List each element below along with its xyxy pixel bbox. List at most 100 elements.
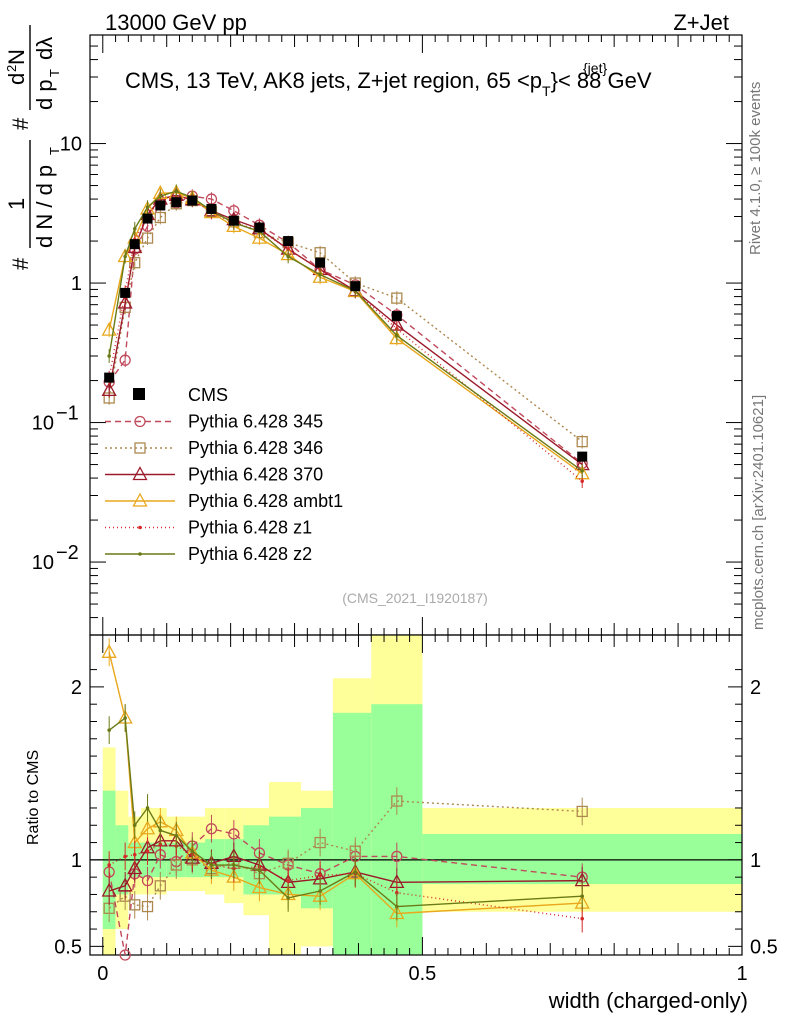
y-label-d2N-sup: 2 bbox=[4, 65, 19, 72]
ratio-panel: 0 0.5 10.5 0.51 12 2 bbox=[54, 634, 778, 985]
ratio-point bbox=[395, 904, 399, 909]
ratio-point bbox=[132, 852, 137, 857]
y-tick-label: 10 bbox=[32, 552, 54, 574]
data-point bbox=[174, 189, 179, 194]
legend-label: Pythia 6.428 345 bbox=[188, 412, 323, 432]
ratio-point bbox=[318, 889, 322, 893]
ratio-point bbox=[353, 870, 358, 874]
mcplots-label: mcplots.cern.ch [arXiv:2401.10621] bbox=[750, 395, 767, 630]
ratio-axis-label: Ratio to CMS bbox=[25, 750, 42, 845]
series-0 bbox=[103, 189, 588, 471]
y-label-hash-1: # bbox=[8, 257, 33, 270]
title-prefix: CMS, 13 TeV, AK8 jets, Z+jet region, 65 … bbox=[125, 68, 542, 93]
ratio-point bbox=[314, 836, 326, 849]
ratio-point bbox=[141, 874, 154, 887]
plot-title: CMS, 13 TeV, AK8 jets, Z+jet region, 65 … bbox=[125, 68, 652, 99]
data-point bbox=[251, 229, 267, 244]
ratio-point bbox=[154, 880, 166, 892]
legend-cms-marker bbox=[133, 388, 145, 400]
title-suffix: }< 88 GeV bbox=[551, 68, 652, 93]
series-line bbox=[108, 191, 583, 475]
data-point bbox=[154, 211, 166, 224]
ratio-point bbox=[228, 828, 240, 840]
ratio-y-tick-label: 0.5 bbox=[54, 936, 82, 958]
ratio-point bbox=[232, 863, 236, 867]
ratio-point bbox=[286, 878, 290, 883]
y-label-frac-den: d N / d p bbox=[32, 165, 57, 248]
ratio-point bbox=[119, 949, 131, 961]
legend-marker bbox=[132, 492, 148, 507]
series-line bbox=[108, 190, 583, 472]
cms-point bbox=[120, 287, 131, 298]
series-line bbox=[108, 199, 583, 443]
rivet-label: Rivet 4.1.0, ≥ 100k events bbox=[747, 82, 764, 255]
data-point bbox=[158, 194, 163, 198]
ratio-line bbox=[108, 843, 583, 920]
series-5 bbox=[107, 184, 584, 478]
ratio-point bbox=[127, 860, 143, 875]
y-label-d2N: d bbox=[4, 73, 29, 85]
data-point bbox=[141, 232, 154, 244]
legend-label: Pythia 6.428 z2 bbox=[188, 544, 312, 564]
legend-marker bbox=[138, 552, 142, 556]
ratio-point bbox=[257, 868, 262, 873]
ratio-point bbox=[580, 894, 584, 898]
x-axis-label: width (charged-only) bbox=[548, 988, 748, 1013]
data-point bbox=[286, 254, 290, 259]
band-green bbox=[268, 816, 301, 895]
ratio-point bbox=[117, 877, 133, 892]
y-tick-exp: −2 bbox=[56, 542, 79, 564]
ratio-point bbox=[141, 900, 154, 913]
ratio-point bbox=[576, 805, 588, 818]
y-axis-label-top: # 1 d N / d p T # d 2 N d p T dλ bbox=[4, 25, 62, 270]
y-tick-label: 10 bbox=[60, 134, 82, 156]
ratio-point bbox=[391, 850, 403, 863]
cms-point bbox=[187, 195, 198, 206]
data-point bbox=[119, 354, 131, 366]
legend-marker bbox=[134, 415, 146, 428]
ratio-point bbox=[107, 728, 111, 732]
y-label-hash-2: # bbox=[8, 117, 33, 130]
y-label-frac2-den-sub: T bbox=[47, 69, 62, 77]
cms-data bbox=[104, 195, 588, 462]
cms-point bbox=[315, 257, 326, 268]
band-green bbox=[332, 712, 372, 955]
ratio-point bbox=[101, 643, 117, 658]
data-point bbox=[129, 257, 141, 269]
series-3 bbox=[101, 184, 590, 481]
legend-cms-label: CMS bbox=[188, 385, 228, 405]
data-point bbox=[576, 435, 588, 448]
band-green bbox=[205, 839, 225, 878]
y-tick-exp: −1 bbox=[56, 403, 79, 425]
ratio-point bbox=[139, 820, 156, 835]
data-point bbox=[123, 254, 127, 259]
ratio-point bbox=[123, 716, 127, 720]
cms-point bbox=[155, 200, 166, 211]
band-green bbox=[300, 807, 333, 909]
x-tick-label: 1 bbox=[736, 963, 747, 985]
data-point bbox=[391, 292, 403, 304]
y-label-frac2-den: d p bbox=[32, 79, 57, 110]
header-right: Z+Jet bbox=[673, 10, 729, 35]
ratio-point bbox=[251, 879, 267, 894]
cms-point bbox=[129, 239, 140, 250]
cms-point bbox=[283, 236, 294, 247]
data-point bbox=[318, 272, 322, 277]
data-point bbox=[101, 382, 117, 397]
ratio-y-tick-label-right: 2 bbox=[750, 677, 761, 699]
watermark: (CMS_2021_I1920187) bbox=[342, 590, 488, 606]
data-point bbox=[286, 247, 290, 251]
data-point bbox=[117, 294, 133, 309]
legend-label: Pythia 6.428 ambt1 bbox=[188, 491, 343, 511]
data-point bbox=[107, 354, 111, 358]
cms-point bbox=[171, 197, 182, 208]
ratio-point bbox=[318, 873, 322, 878]
data-point bbox=[101, 321, 117, 336]
y-label-frac-den-sub: T bbox=[47, 147, 62, 155]
y-label-d2N-N: N bbox=[4, 49, 29, 65]
x-tick-label: 0 bbox=[97, 963, 108, 985]
cms-point bbox=[391, 311, 402, 322]
cms-point bbox=[104, 372, 115, 383]
cms-point bbox=[228, 215, 239, 226]
cms-point bbox=[142, 213, 153, 224]
